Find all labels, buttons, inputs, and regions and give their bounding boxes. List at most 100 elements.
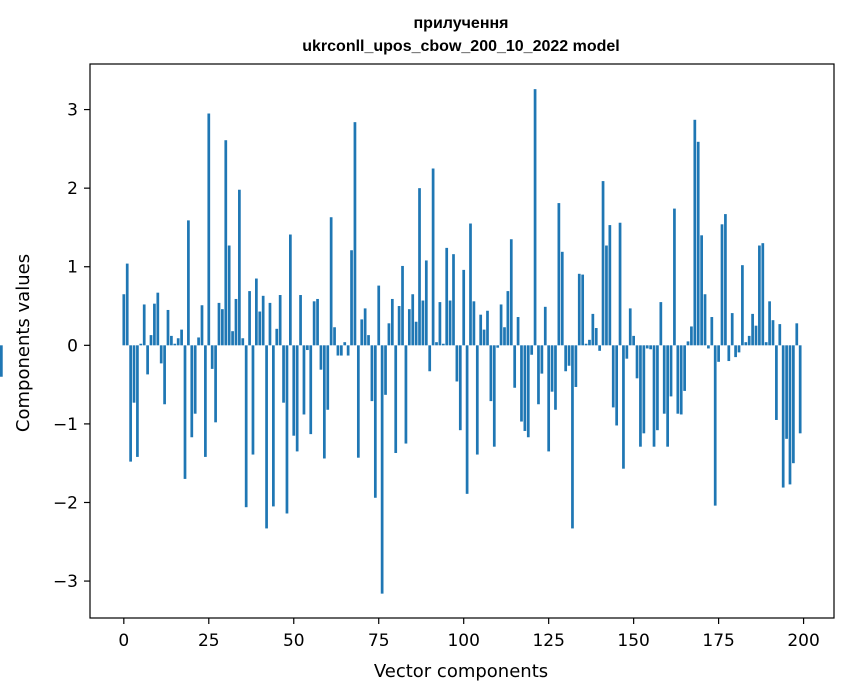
bar-136 [584, 343, 588, 346]
bar-192 [775, 345, 778, 420]
bar-93 [438, 302, 442, 346]
bar-114 [509, 239, 513, 346]
bar-123 [540, 345, 544, 374]
bar-27 [214, 345, 217, 423]
bar-170 [700, 235, 703, 346]
bar-101 [465, 345, 469, 494]
bar-80 [394, 345, 398, 453]
bar-20 [190, 345, 194, 438]
bar-187 [758, 245, 761, 346]
bar-147 [622, 345, 625, 469]
bar-126 [550, 345, 554, 392]
bar-133 [574, 345, 578, 387]
bar-184 [747, 335, 751, 346]
bar-13 [166, 309, 170, 346]
bar-4 [136, 345, 139, 457]
bar-103 [472, 301, 476, 346]
bar-24 [204, 345, 207, 457]
bar-186 [754, 325, 758, 346]
bar-33 [234, 298, 238, 346]
bar-46 [278, 295, 282, 346]
bar-15 [173, 343, 177, 346]
bar-50 [292, 345, 296, 436]
bar-1 [125, 263, 129, 346]
bar-29 [221, 309, 224, 346]
bar-8 [149, 335, 153, 346]
bar-52 [299, 295, 302, 346]
bar-115 [513, 345, 517, 388]
bar-137 [588, 339, 591, 346]
bar-116 [516, 317, 520, 346]
bar-5 [139, 343, 143, 346]
bar-94 [441, 343, 445, 346]
bar-142 [605, 245, 608, 346]
bar-149 [628, 308, 632, 346]
bar-106 [482, 329, 486, 346]
bar-165 [683, 345, 686, 391]
bar-82 [401, 265, 404, 346]
bar-139 [594, 328, 598, 346]
bar-168 [693, 119, 697, 346]
bar-57 [316, 298, 319, 346]
bar-71 [363, 308, 367, 346]
bar-31 [227, 245, 231, 346]
bar-105 [479, 314, 483, 346]
bar-132 [571, 345, 574, 529]
bar-121 [533, 89, 537, 346]
bar-108 [489, 345, 493, 402]
chart-title: прилучення [414, 15, 509, 32]
bar-26 [210, 345, 214, 369]
bar-49 [289, 234, 292, 346]
bar-59 [322, 345, 326, 459]
bar-95 [445, 247, 449, 346]
bar-85 [411, 294, 415, 346]
bar-135 [581, 274, 585, 346]
bar-182 [741, 265, 744, 346]
y-axis: −3 −2 −1 0 1 2 3 [53, 101, 90, 592]
bar-117 [520, 345, 523, 422]
bar-197 [792, 345, 795, 464]
bar-124 [543, 306, 547, 346]
bar-3 [132, 345, 136, 403]
bar-12 [163, 345, 166, 405]
y-axis-label: Components values [13, 254, 34, 432]
bar-18 [183, 345, 187, 479]
bar-191 [771, 320, 775, 346]
y-tick-label: 1 [67, 258, 78, 278]
x-tick-label: 100 [447, 631, 479, 651]
bar-179 [730, 313, 734, 346]
bar-199 [798, 345, 802, 434]
bar-38 [251, 345, 255, 455]
bar-110 [496, 345, 500, 348]
bar-54 [305, 345, 309, 351]
bar-45 [275, 328, 279, 346]
bar-44 [272, 345, 275, 507]
bar-148 [625, 345, 629, 359]
bar-35 [241, 338, 245, 346]
bar-166 [686, 341, 690, 346]
bar-96 [448, 300, 452, 346]
bar-58 [319, 345, 323, 370]
bar-11 [159, 345, 163, 364]
bar-64 [339, 345, 343, 356]
bar-70 [360, 319, 364, 346]
bar-189 [764, 342, 768, 346]
bar-195 [785, 345, 788, 439]
bar-66 [346, 345, 350, 356]
bar-86 [414, 321, 418, 346]
bar-87 [418, 188, 421, 346]
bar-127 [554, 345, 557, 410]
bar-150 [632, 335, 635, 346]
bar-154 [645, 345, 649, 349]
bar-56 [312, 301, 316, 346]
x-tick-label: 200 [787, 631, 819, 651]
bar-159 [662, 345, 666, 414]
bar-130 [564, 345, 568, 372]
bar-28 [217, 302, 221, 346]
x-tick-label: 150 [617, 631, 649, 651]
bar-7 [146, 345, 149, 375]
bar-158 [659, 302, 663, 346]
bar-183 [744, 342, 748, 346]
bar-185 [751, 313, 754, 346]
bar-155 [649, 345, 652, 350]
